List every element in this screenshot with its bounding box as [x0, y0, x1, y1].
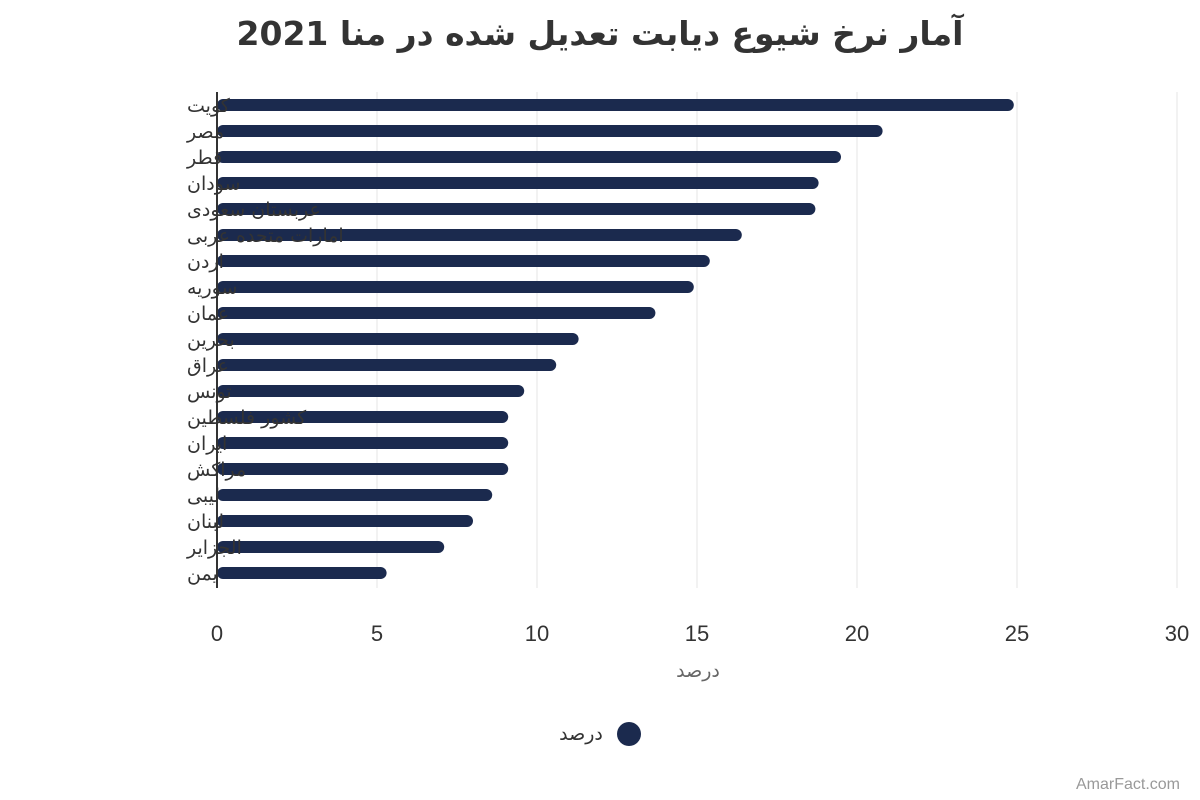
x-tick-label: 5 — [371, 621, 383, 646]
credit-text: AmarFact.com — [1075, 776, 1180, 793]
category-label: ایران — [187, 433, 227, 455]
bar[interactable] — [217, 411, 509, 423]
x-axis-title: درصد — [676, 660, 720, 682]
category-label: تونس — [187, 381, 232, 403]
category-label: مصر — [186, 121, 224, 143]
bar[interactable] — [217, 307, 656, 319]
category-label: قطر — [186, 147, 222, 169]
bar[interactable] — [217, 333, 579, 345]
bar[interactable] — [217, 489, 493, 501]
category-label: کشور فلسطین — [187, 407, 307, 429]
bar[interactable] — [217, 359, 557, 371]
x-tick-label: 0 — [211, 621, 223, 646]
bar[interactable] — [217, 281, 694, 293]
category-label: عربستان سعودی — [187, 199, 321, 221]
bar[interactable] — [217, 463, 509, 475]
legend[interactable]: درصد — [0, 722, 1200, 746]
x-tick-label: 25 — [1005, 621, 1029, 646]
legend-label[interactable]: درصد — [559, 723, 603, 745]
category-label: عراق — [187, 355, 229, 377]
bar[interactable] — [217, 99, 1014, 111]
category-label: لیبی — [187, 485, 220, 507]
bar[interactable] — [217, 229, 742, 241]
category-label: لبنان — [187, 511, 224, 533]
labels: کویت مصر قطر سودان عربستان سعودی امارات متحده… — [186, 95, 1189, 682]
x-tick-label: 10 — [525, 621, 549, 646]
x-tick-label: 30 — [1165, 621, 1189, 646]
category-label: سوریه — [187, 277, 237, 299]
bars — [217, 99, 1014, 579]
bar[interactable] — [217, 541, 445, 553]
category-label: اردن — [187, 251, 224, 273]
chart-title: آمار نرخ شیوع دیابت تعدیل شده در منا 202… — [236, 14, 964, 53]
category-label: امارات متحده عربی — [187, 225, 344, 247]
bar[interactable] — [217, 151, 841, 163]
bar[interactable] — [217, 177, 819, 189]
bar[interactable] — [217, 203, 816, 215]
x-tick-label: 20 — [845, 621, 869, 646]
bar[interactable] — [217, 567, 387, 579]
category-label: کویت — [187, 95, 231, 117]
bar[interactable] — [217, 255, 710, 267]
category-label: بحرین — [187, 329, 235, 351]
x-tick-label: 15 — [685, 621, 709, 646]
category-label: یمن — [187, 563, 218, 585]
bar[interactable] — [217, 437, 509, 449]
bar[interactable] — [217, 515, 473, 527]
category-label: مراکش — [187, 459, 246, 481]
category-label: عمان — [187, 303, 229, 325]
legend-swatch[interactable] — [616, 722, 641, 746]
bar[interactable] — [217, 125, 883, 137]
category-label: الجزایر — [186, 537, 242, 559]
bar[interactable] — [217, 385, 525, 397]
category-label: سودان — [187, 173, 240, 195]
